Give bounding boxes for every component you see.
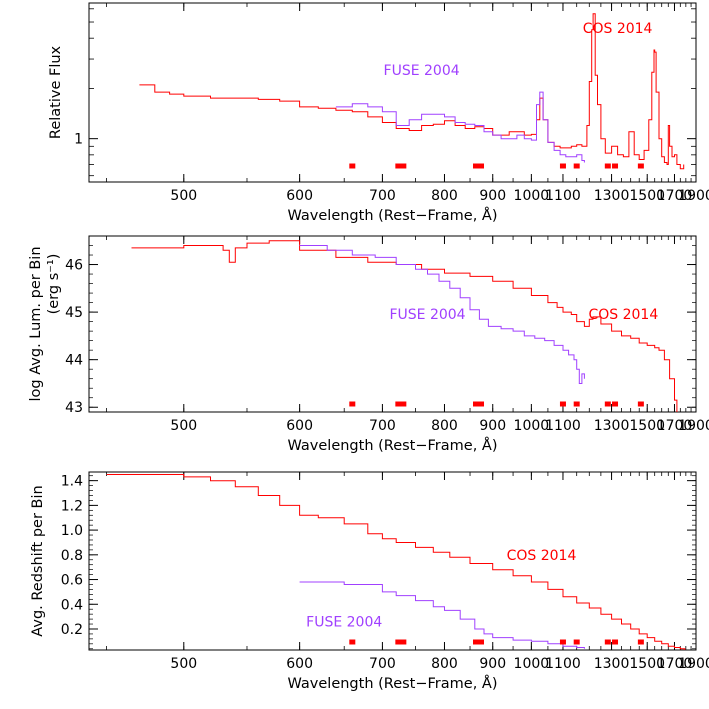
x-tick-label: 800 <box>431 418 458 434</box>
y-tick-label: 1.4 <box>61 474 83 490</box>
x-tick-label: 1100 <box>545 656 581 672</box>
wavelength-marker <box>559 163 566 169</box>
wavelength-marker <box>637 401 644 407</box>
wavelength-marker <box>604 401 611 407</box>
x-tick-label: 1000 <box>514 418 550 434</box>
wavelength-marker <box>573 639 580 645</box>
series-annotation: FUSE 2004 <box>389 307 465 323</box>
wavelength-marker <box>573 163 580 169</box>
wavelength-marker <box>349 163 356 169</box>
wavelength-marker <box>349 401 356 407</box>
y-tick-label: 46 <box>65 258 83 274</box>
y-tick-label: 45 <box>65 305 83 321</box>
series-annotation: FUSE 2004 <box>384 63 460 79</box>
x-tick-label: 600 <box>286 418 313 434</box>
x-tick-label: 1500 <box>629 188 665 204</box>
x-tick-label: 500 <box>170 656 197 672</box>
y-axis-label: log Avg. Lum. per Bin <box>28 246 44 401</box>
y-tick-label: 0.8 <box>61 548 83 564</box>
x-axis-label: Wavelength (Rest−Frame, Å) <box>288 675 498 692</box>
y-tick-label: 1 <box>74 132 83 148</box>
x-tick-label: 500 <box>170 418 197 434</box>
wavelength-marker <box>637 163 644 169</box>
x-tick-label: 1100 <box>545 188 581 204</box>
x-tick-label: 1700 <box>657 418 693 434</box>
x-tick-label: 1000 <box>514 188 550 204</box>
x-axis-label: Wavelength (Rest−Frame, Å) <box>288 207 498 224</box>
x-tick-label: 500 <box>170 188 197 204</box>
series-line-cos-2014 <box>106 474 686 650</box>
y-tick-label: 1.0 <box>61 523 83 539</box>
wavelength-marker <box>604 163 611 169</box>
y-tick-label: 44 <box>65 353 83 369</box>
x-tick-label: 1300 <box>594 418 630 434</box>
series-annotation: FUSE 2004 <box>306 615 382 631</box>
y-tick-label: 0.2 <box>61 622 83 638</box>
x-tick-label: 700 <box>369 418 396 434</box>
wavelength-marker <box>612 163 619 169</box>
wavelength-marker <box>395 163 407 169</box>
x-tick-label: 1700 <box>657 188 693 204</box>
wavelength-marker <box>612 639 619 645</box>
plot-frame <box>88 2 697 183</box>
plot-frame <box>88 235 697 413</box>
series-line-fuse-2004 <box>299 245 585 384</box>
series-annotation: COS 2014 <box>583 21 653 37</box>
x-tick-label: 700 <box>369 188 396 204</box>
wavelength-marker <box>395 639 407 645</box>
series-line-cos-2014 <box>139 13 685 170</box>
x-tick-label: 800 <box>431 656 458 672</box>
x-tick-label: 700 <box>369 656 396 672</box>
x-tick-label: 1700 <box>657 656 693 672</box>
wavelength-marker <box>473 401 485 407</box>
series-annotation: COS 2014 <box>507 548 577 564</box>
wavelength-marker <box>473 639 485 645</box>
wavelength-marker <box>473 163 485 169</box>
y-axis-label: Relative Flux <box>48 45 64 139</box>
y-tick-label: 0.6 <box>61 573 83 589</box>
wavelength-marker <box>349 639 356 645</box>
wavelength-marker <box>573 401 580 407</box>
y-tick-label: 0.4 <box>61 597 83 613</box>
x-tick-label: 1300 <box>594 188 630 204</box>
x-tick-label: 1000 <box>514 656 550 672</box>
x-tick-label: 600 <box>286 656 313 672</box>
wavelength-marker <box>637 639 644 645</box>
wavelength-marker <box>612 401 619 407</box>
x-tick-label: 600 <box>286 188 313 204</box>
x-tick-label: 1100 <box>545 418 581 434</box>
wavelength-marker <box>559 639 566 645</box>
x-tick-label: 900 <box>479 188 506 204</box>
x-axis-label: Wavelength (Rest−Frame, Å) <box>288 437 498 454</box>
wavelength-marker <box>395 401 407 407</box>
y-tick-label: 1.2 <box>61 498 83 514</box>
x-tick-label: 1300 <box>594 656 630 672</box>
series-line-cos-2014 <box>131 240 678 412</box>
x-tick-label: 900 <box>479 656 506 672</box>
y-tick-label: 43 <box>65 400 83 416</box>
x-tick-label: 800 <box>431 188 458 204</box>
series-line-fuse-2004 <box>335 91 585 163</box>
x-tick-label: 1500 <box>629 656 665 672</box>
plot-frame <box>88 471 697 651</box>
series-line-fuse-2004 <box>299 581 585 649</box>
wavelength-marker <box>604 639 611 645</box>
y-axis-unit-label: (erg s⁻¹) <box>46 254 62 315</box>
x-tick-label: 1500 <box>629 418 665 434</box>
y-axis-label: Avg. Redshift per Bin <box>30 485 46 636</box>
x-tick-label: 900 <box>479 418 506 434</box>
wavelength-marker <box>559 401 566 407</box>
series-annotation: COS 2014 <box>588 307 658 323</box>
